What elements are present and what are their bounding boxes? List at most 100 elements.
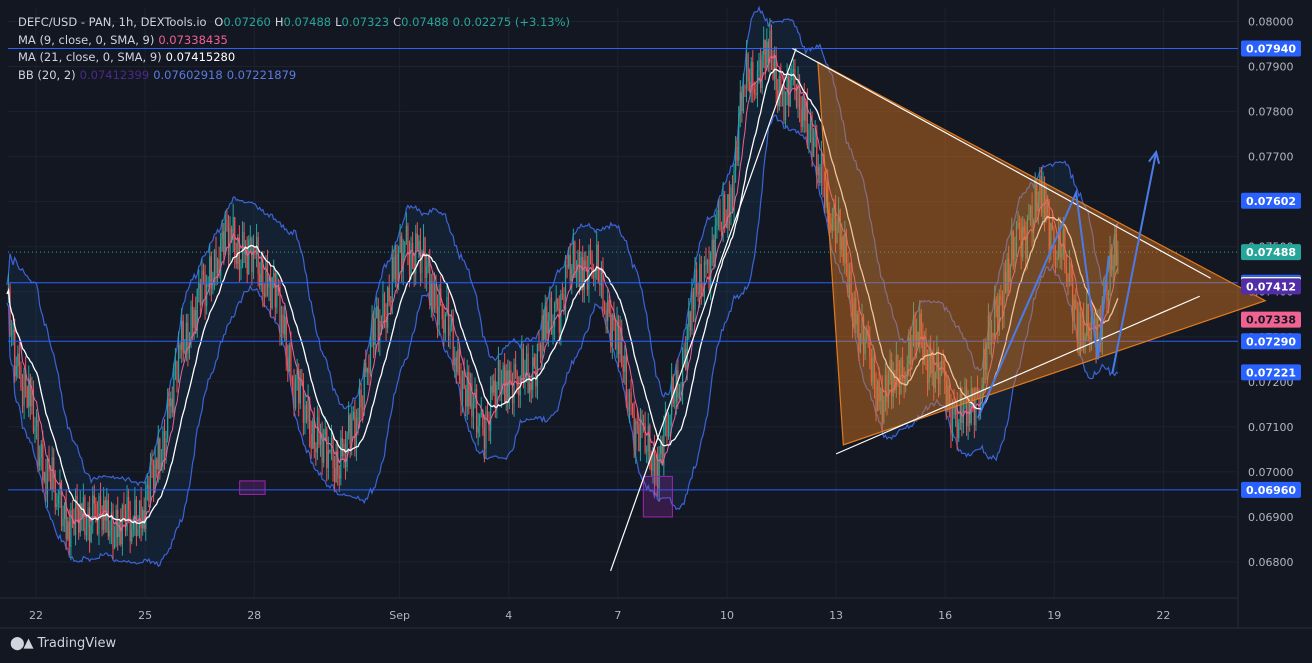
candle-body (995, 298, 997, 306)
candle-body (416, 233, 418, 250)
candle-body (49, 471, 52, 491)
candle-body (853, 297, 855, 328)
candle-body (939, 374, 941, 385)
ohlc-value: 0.0.02275 (+3.13%) (452, 15, 570, 29)
candle-body (563, 294, 565, 310)
candle-body (1028, 217, 1030, 220)
candle-body (842, 236, 844, 263)
candle-body (209, 256, 211, 285)
candle-body (151, 461, 153, 465)
candle-body (905, 382, 907, 385)
candle-body (823, 184, 826, 208)
candle-body (296, 370, 298, 380)
candle-body (547, 321, 549, 334)
candle-body (333, 468, 336, 482)
symbol-title[interactable]: DEFC/USD - PAN, 1h, DEXTools.io (18, 15, 207, 29)
candle-body (777, 90, 779, 107)
candle-body (62, 518, 64, 526)
candle-body (677, 369, 679, 398)
candle-body (594, 270, 596, 278)
candle-body (1009, 265, 1011, 283)
candle-body (546, 305, 548, 334)
candle-body (881, 388, 883, 423)
legend-title-row: DEFC/USD - PAN, 1h, DEXTools.io O0.07260… (18, 14, 578, 32)
candle-body (513, 363, 515, 404)
candle-body (763, 39, 765, 55)
candle-body (451, 318, 453, 326)
candle-body (741, 91, 743, 112)
candle-body (301, 379, 303, 381)
indicator-row[interactable]: BB (20, 2) 0.07412399 0.07602918 0.07221879 (18, 67, 578, 85)
ohlc-value: 0.07488 (401, 15, 449, 29)
candle-body (466, 372, 468, 407)
candle-body (93, 495, 95, 504)
candle-body (1023, 226, 1025, 234)
candle-body (875, 385, 877, 411)
candle-body (864, 338, 866, 354)
candle-body (699, 263, 701, 295)
candle-body (28, 378, 30, 408)
candle-body (984, 348, 986, 370)
candle-body (1026, 219, 1029, 259)
indicator-row[interactable]: MA (21, close, 0, SMA, 9) 0.07415280 (18, 49, 578, 67)
candle-body (430, 281, 432, 306)
indicator-row[interactable]: MA (9, close, 0, SMA, 9) 0.07338435 (18, 32, 578, 50)
candle-body (783, 86, 785, 120)
candle-body (589, 251, 592, 254)
candle-body (174, 361, 177, 367)
candle-body (138, 500, 141, 529)
candle-body (117, 509, 119, 538)
candle-body (410, 242, 412, 275)
candle-body (639, 419, 642, 452)
candle-body (224, 220, 226, 255)
candle-body (1070, 263, 1072, 278)
x-tick-label: 28 (247, 609, 261, 622)
candle-body (40, 443, 42, 458)
candle-body (981, 385, 983, 403)
candle-body (658, 453, 660, 489)
candle-body (472, 402, 475, 417)
candle-body (983, 348, 985, 386)
ma9-line (6, 53, 1119, 533)
candle-body (781, 86, 784, 95)
candle-body (399, 236, 401, 253)
price-tag-label: 0.07290 (1246, 335, 1296, 348)
candle-body (766, 41, 768, 69)
candle-body (1000, 295, 1002, 300)
candle-body (323, 434, 325, 463)
candle-body (1078, 312, 1080, 343)
ohlc-item: O0.07260 (214, 15, 271, 29)
y-tick-label: 0.06800 (1248, 556, 1294, 569)
candle-body (290, 345, 292, 377)
candle-body (34, 426, 36, 432)
candle-body (54, 478, 56, 508)
candle-body (170, 398, 172, 407)
candle-body (227, 221, 230, 255)
candle-body (221, 231, 223, 239)
candle-body (413, 262, 415, 274)
candle-body (1114, 233, 1116, 267)
candle-body (374, 318, 376, 345)
candle-body (372, 317, 375, 345)
tv-logo-icon: ⬤▲ (10, 636, 34, 651)
candle-body (1039, 175, 1041, 203)
candle-body (580, 257, 582, 288)
candle-body (511, 383, 514, 404)
candle-body (427, 261, 429, 267)
candle-body (1003, 271, 1005, 317)
candle-body (106, 500, 108, 521)
candle-body (642, 423, 645, 425)
candle-body (121, 505, 123, 545)
candle-body (171, 398, 173, 413)
candle-body (71, 510, 74, 519)
price-tag-label: 0.06960 (1246, 484, 1296, 497)
candle-body (360, 389, 362, 408)
candle-body (583, 260, 585, 291)
candle-body (633, 414, 635, 451)
footer-brand[interactable]: ⬤▲ TradingView (10, 636, 116, 651)
candle-body (656, 458, 659, 489)
candle-body (803, 96, 805, 121)
candle-body (1082, 315, 1085, 342)
candle-body (149, 461, 152, 502)
